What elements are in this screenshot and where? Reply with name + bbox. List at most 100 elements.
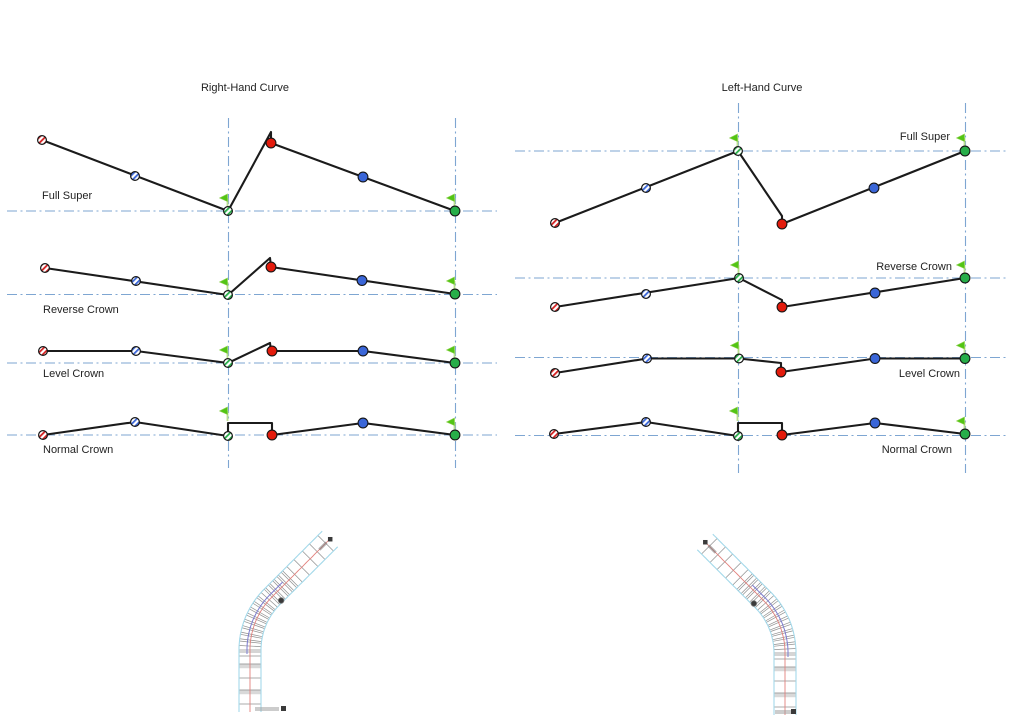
station-label-mark [707,544,717,554]
solid-green-point [959,428,971,440]
flag-icon [445,417,455,426]
flag-icon [729,341,739,350]
superelevation-profile-line [553,276,967,309]
solid-green-point [959,145,971,157]
solid-red-point [266,345,278,357]
solid-blue-point [869,353,881,364]
hatched-blue-point [641,353,652,364]
solid-red-point [776,218,788,230]
flag-icon [955,416,965,425]
row-label-reverse-crown-right: Reverse Crown [876,261,952,273]
hatched-red-point [36,135,47,146]
hatched-red-point [549,218,560,229]
hatched-red-point [37,430,48,441]
superelevation-profile-line [43,256,457,297]
right-hand-curve-profile-group [7,118,497,468]
hatched-green-point [223,290,234,301]
solid-red-point [265,261,277,273]
flag-icon [218,406,228,415]
diagram-title-left-hand: Left-Hand Curve [721,82,803,94]
hatched-green-point [223,206,234,217]
row-label-full-super-right: Full Super [899,131,950,143]
road-edge-line [238,530,323,712]
flag-icon [445,345,455,354]
superelevation-profile-line [40,130,457,213]
station-label-mark [775,710,792,714]
row-label-full-super-left: Full Super [42,190,93,202]
hatched-green-point [223,358,234,369]
flag-icon [218,345,228,354]
solid-green-point [449,429,461,441]
solid-green-point [959,272,971,284]
solid-blue-point [357,171,369,183]
hatched-green-point [732,146,743,157]
row-label-level-crown-left: Level Crown [43,368,105,380]
station-label-mark [318,541,328,551]
hatched-red-point [549,368,560,379]
solid-blue-point [357,345,369,357]
superelevation-profile-line [552,420,967,438]
flag-icon [955,341,965,350]
station-label-mark [791,709,796,714]
flag-icon [728,133,738,142]
flag-icon [728,406,738,415]
station-label-mark [281,706,286,711]
solid-green-point [449,205,461,217]
flag-icon [218,277,228,286]
solid-green-point [959,353,971,364]
solid-green-point [449,288,461,300]
superelevation-profile-line [553,149,967,226]
transition-spiral-line [752,584,789,657]
solid-blue-point [869,287,881,299]
hatched-green-point [733,353,744,364]
solid-red-point [776,301,788,313]
diagram-title-right-hand: Right-Hand Curve [200,82,290,94]
hatched-blue-point [640,417,651,428]
superelevation-profile-line [41,341,457,365]
flag-icon [445,193,455,202]
hatched-green-point [733,273,744,284]
hatched-blue-point [130,417,141,428]
left-hand-curve-plan [696,533,797,715]
hatched-blue-point [131,346,142,357]
hatched-blue-point [130,171,141,182]
flag-icon [729,260,739,269]
hatched-red-point [549,302,560,313]
hatched-red-point [37,346,48,357]
right-hand-curve-plan [238,530,339,712]
road-centerline [704,541,786,715]
solid-blue-point [868,182,880,194]
solid-blue-point [356,275,368,286]
flag-icon [955,260,965,269]
flag-icon [445,276,455,285]
hatched-green-point [223,431,234,442]
alignment-point-marker [277,597,285,604]
hatched-red-point [548,429,559,440]
flag-icon [218,193,228,202]
solid-green-point [449,357,461,369]
flag-icon [955,133,965,142]
road-edge-line [696,549,775,715]
hatched-blue-point [640,289,651,300]
row-label-normal-crown-right: Normal Crown [881,444,952,456]
hatched-blue-point [640,183,651,194]
left-hand-curve-profile-group [515,103,1008,473]
solid-blue-point [357,417,369,429]
row-label-reverse-crown-left: Reverse Crown [43,304,119,316]
hatched-red-point [39,263,50,274]
superelevation-profile-line [41,420,457,438]
solid-red-point [265,137,277,149]
station-label-mark [703,539,708,545]
road-centerline [249,538,331,712]
alignment-point-marker [750,600,758,607]
hatched-green-point [732,431,743,442]
road-edge-line [712,533,797,715]
row-label-normal-crown-left: Normal Crown [43,444,114,456]
station-label-mark [255,707,279,711]
row-label-level-crown-right: Level Crown [898,368,960,380]
road-edge-line [260,546,339,712]
solid-red-point [776,429,788,441]
station-label-mark [327,536,333,542]
